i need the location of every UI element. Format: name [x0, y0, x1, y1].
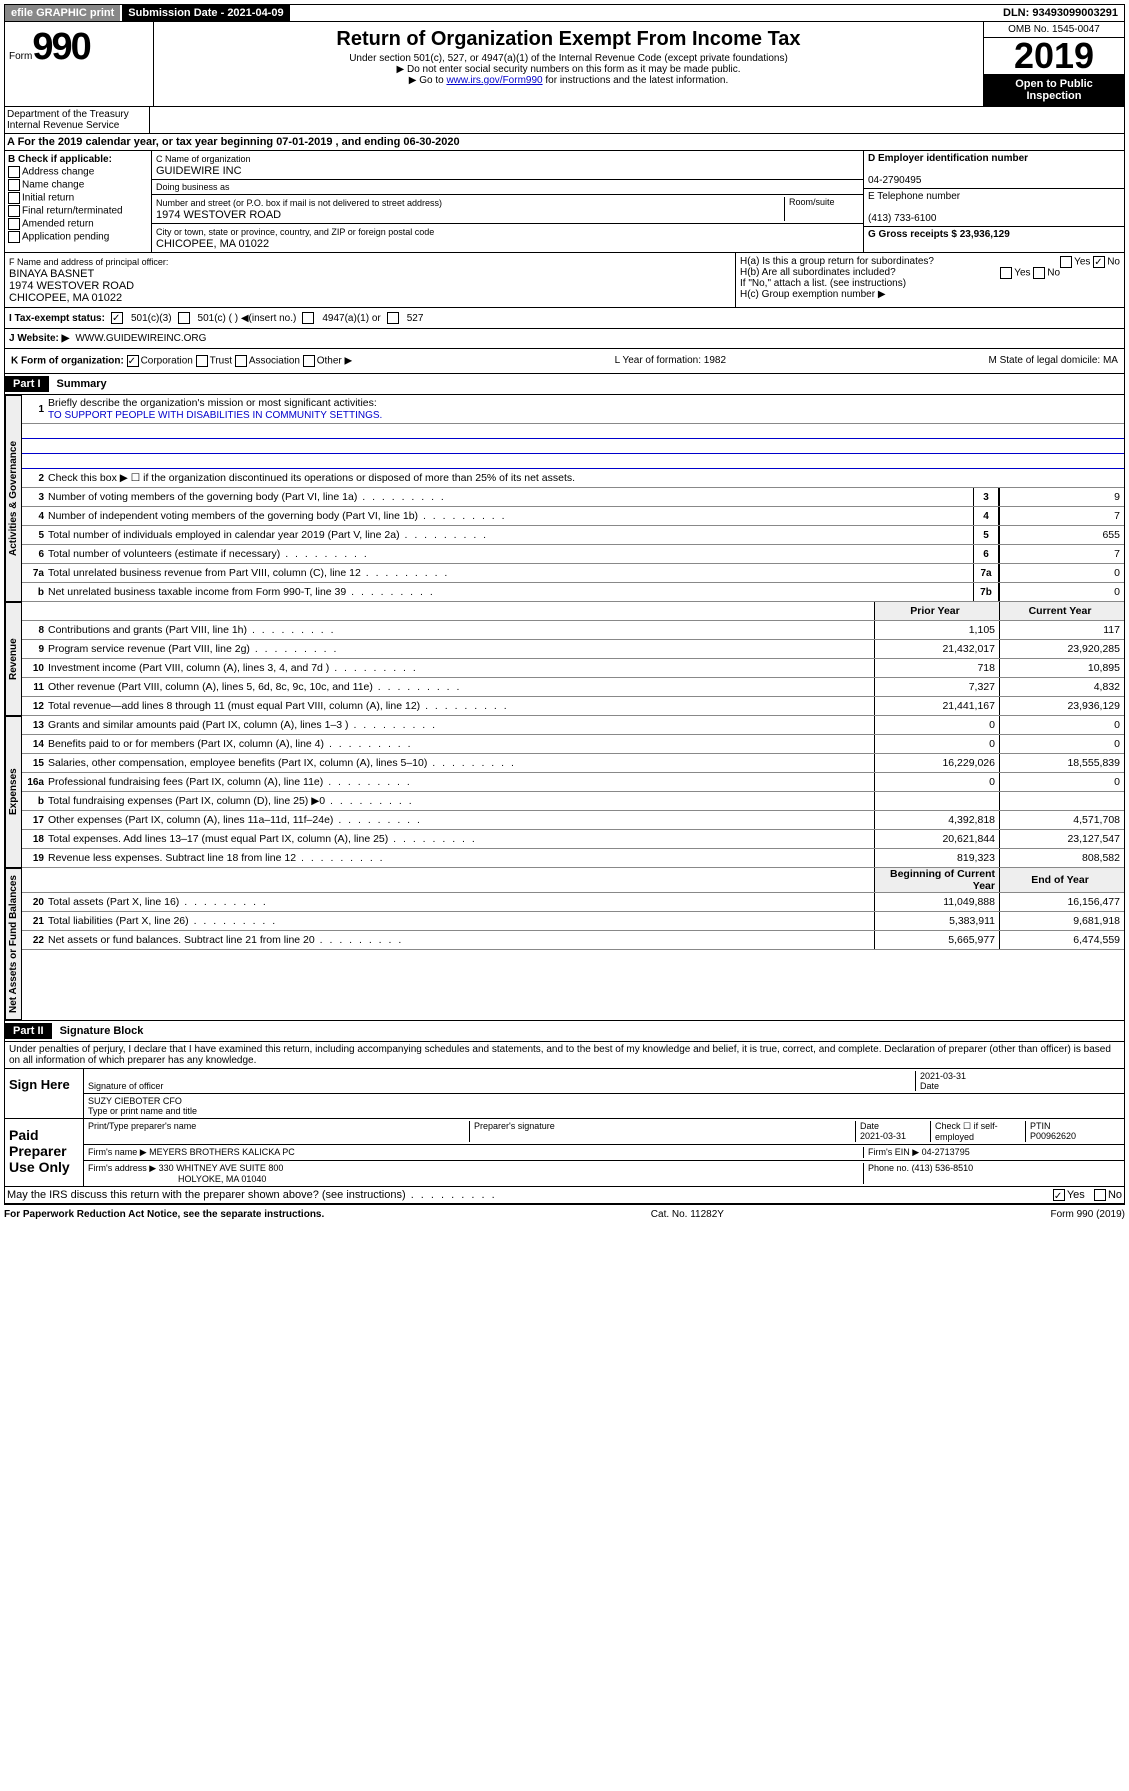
- summary-line: 17Other expenses (Part IX, column (A), l…: [22, 811, 1124, 830]
- section-tab: Activities & Governance: [5, 395, 22, 602]
- summary-line: 6Total number of volunteers (estimate if…: [22, 545, 1124, 564]
- form-prefix: Form: [9, 51, 32, 62]
- officer-signature-name: SUZY CIEBOTER CFO: [88, 1096, 182, 1106]
- section-tab: Revenue: [5, 602, 22, 716]
- discuss-question: May the IRS discuss this return with the…: [7, 1189, 497, 1201]
- open-inspection: Open to Public Inspection: [984, 74, 1124, 106]
- ptin: P00962620: [1030, 1131, 1076, 1141]
- summary-line: 3Number of voting members of the governi…: [22, 488, 1124, 507]
- summary-line: 7aTotal unrelated business revenue from …: [22, 564, 1124, 583]
- subtitle-1: Under section 501(c), 527, or 4947(a)(1)…: [158, 53, 979, 64]
- summary-line: 10Investment income (Part VIII, column (…: [22, 659, 1124, 678]
- summary-line: 18Total expenses. Add lines 13–17 (must …: [22, 830, 1124, 849]
- summary-line: 8Contributions and grants (Part VIII, li…: [22, 621, 1124, 640]
- dba-label: Doing business as: [152, 180, 863, 195]
- form-title: Return of Organization Exempt From Incom…: [158, 28, 979, 51]
- subtitle-2: ▶ Do not enter social security numbers o…: [158, 64, 979, 75]
- summary-line: 14Benefits paid to or for members (Part …: [22, 735, 1124, 754]
- paperwork-notice: For Paperwork Reduction Act Notice, see …: [4, 1209, 324, 1220]
- state-domicile: M State of legal domicile: MA: [988, 355, 1118, 367]
- summary-line: 5Total number of individuals employed in…: [22, 526, 1124, 545]
- summary-line: 12Total revenue—add lines 8 through 11 (…: [22, 697, 1124, 716]
- form-footer: Form 990 (2019): [1051, 1209, 1125, 1220]
- year-formation: L Year of formation: 1982: [615, 355, 726, 367]
- part1-header: Part I: [5, 376, 49, 392]
- subtitle-3-pre: ▶ Go to: [409, 75, 447, 86]
- cat-no: Cat. No. 11282Y: [651, 1209, 724, 1220]
- paid-preparer-label: Paid Preparer Use Only: [5, 1119, 84, 1186]
- summary-line: 15Salaries, other compensation, employee…: [22, 754, 1124, 773]
- officer-name: BINAYA BASNET: [9, 268, 94, 280]
- sign-here-label: Sign Here: [5, 1069, 84, 1118]
- summary-line: 9Program service revenue (Part VIII, lin…: [22, 640, 1124, 659]
- section-tab: Expenses: [5, 716, 22, 868]
- gross-receipts: G Gross receipts $ 23,936,129: [864, 227, 1124, 242]
- form-header: Form990 Return of Organization Exempt Fr…: [4, 22, 1125, 107]
- tax-year: 2019: [984, 38, 1124, 74]
- org-city: CHICOPEE, MA 01022: [156, 238, 269, 250]
- summary-line: 13Grants and similar amounts paid (Part …: [22, 716, 1124, 735]
- dln: DLN: 93493099003291: [997, 5, 1124, 21]
- col-b-checkboxes: B Check if applicable: Address change Na…: [5, 151, 152, 252]
- row-a-tax-year: A For the 2019 calendar year, or tax yea…: [4, 134, 1125, 151]
- summary-line: 19Revenue less expenses. Subtract line 1…: [22, 849, 1124, 868]
- efile-button[interactable]: efile GRAPHIC print: [5, 5, 120, 21]
- perjury-statement: Under penalties of perjury, I declare th…: [5, 1042, 1124, 1068]
- part2-header: Part II: [5, 1023, 52, 1039]
- discuss-yes-checkbox[interactable]: [1053, 1189, 1065, 1201]
- summary-line: 16aProfessional fundraising fees (Part I…: [22, 773, 1124, 792]
- org-name: GUIDEWIRE INC: [156, 165, 242, 177]
- 501c3-checkbox[interactable]: [111, 312, 123, 324]
- website[interactable]: WWW.GUIDEWIREINC.ORG: [75, 333, 206, 344]
- org-address: 1974 WESTOVER ROAD: [156, 209, 281, 221]
- submission-date: Submission Date - 2021-04-09: [122, 5, 289, 21]
- summary-line: bNet unrelated business taxable income f…: [22, 583, 1124, 602]
- irs-link[interactable]: www.irs.gov/Form990: [446, 75, 542, 86]
- c-name-label: C Name of organization: [156, 154, 251, 164]
- section-tab: Net Assets or Fund Balances: [5, 868, 22, 1020]
- summary-line: 21Total liabilities (Part X, line 26)5,3…: [22, 912, 1124, 931]
- summary-line: 4Number of independent voting members of…: [22, 507, 1124, 526]
- subtitle-3-post: for instructions and the latest informat…: [543, 75, 729, 86]
- top-toolbar: efile GRAPHIC print Submission Date - 20…: [4, 4, 1125, 22]
- firm-phone: (413) 536-8510: [912, 1163, 974, 1173]
- summary-line: 22Net assets or fund balances. Subtract …: [22, 931, 1124, 950]
- department: Department of the Treasury Internal Reve…: [5, 107, 150, 133]
- summary-line: 11Other revenue (Part VIII, column (A), …: [22, 678, 1124, 697]
- form-number: 990: [32, 26, 89, 68]
- telephone: (413) 733-6100: [868, 213, 936, 224]
- firm-name: MEYERS BROTHERS KALICKA PC: [149, 1147, 295, 1157]
- ein: 04-2790495: [868, 175, 921, 186]
- summary-line: bTotal fundraising expenses (Part IX, co…: [22, 792, 1124, 811]
- summary-line: 20Total assets (Part X, line 16)11,049,8…: [22, 893, 1124, 912]
